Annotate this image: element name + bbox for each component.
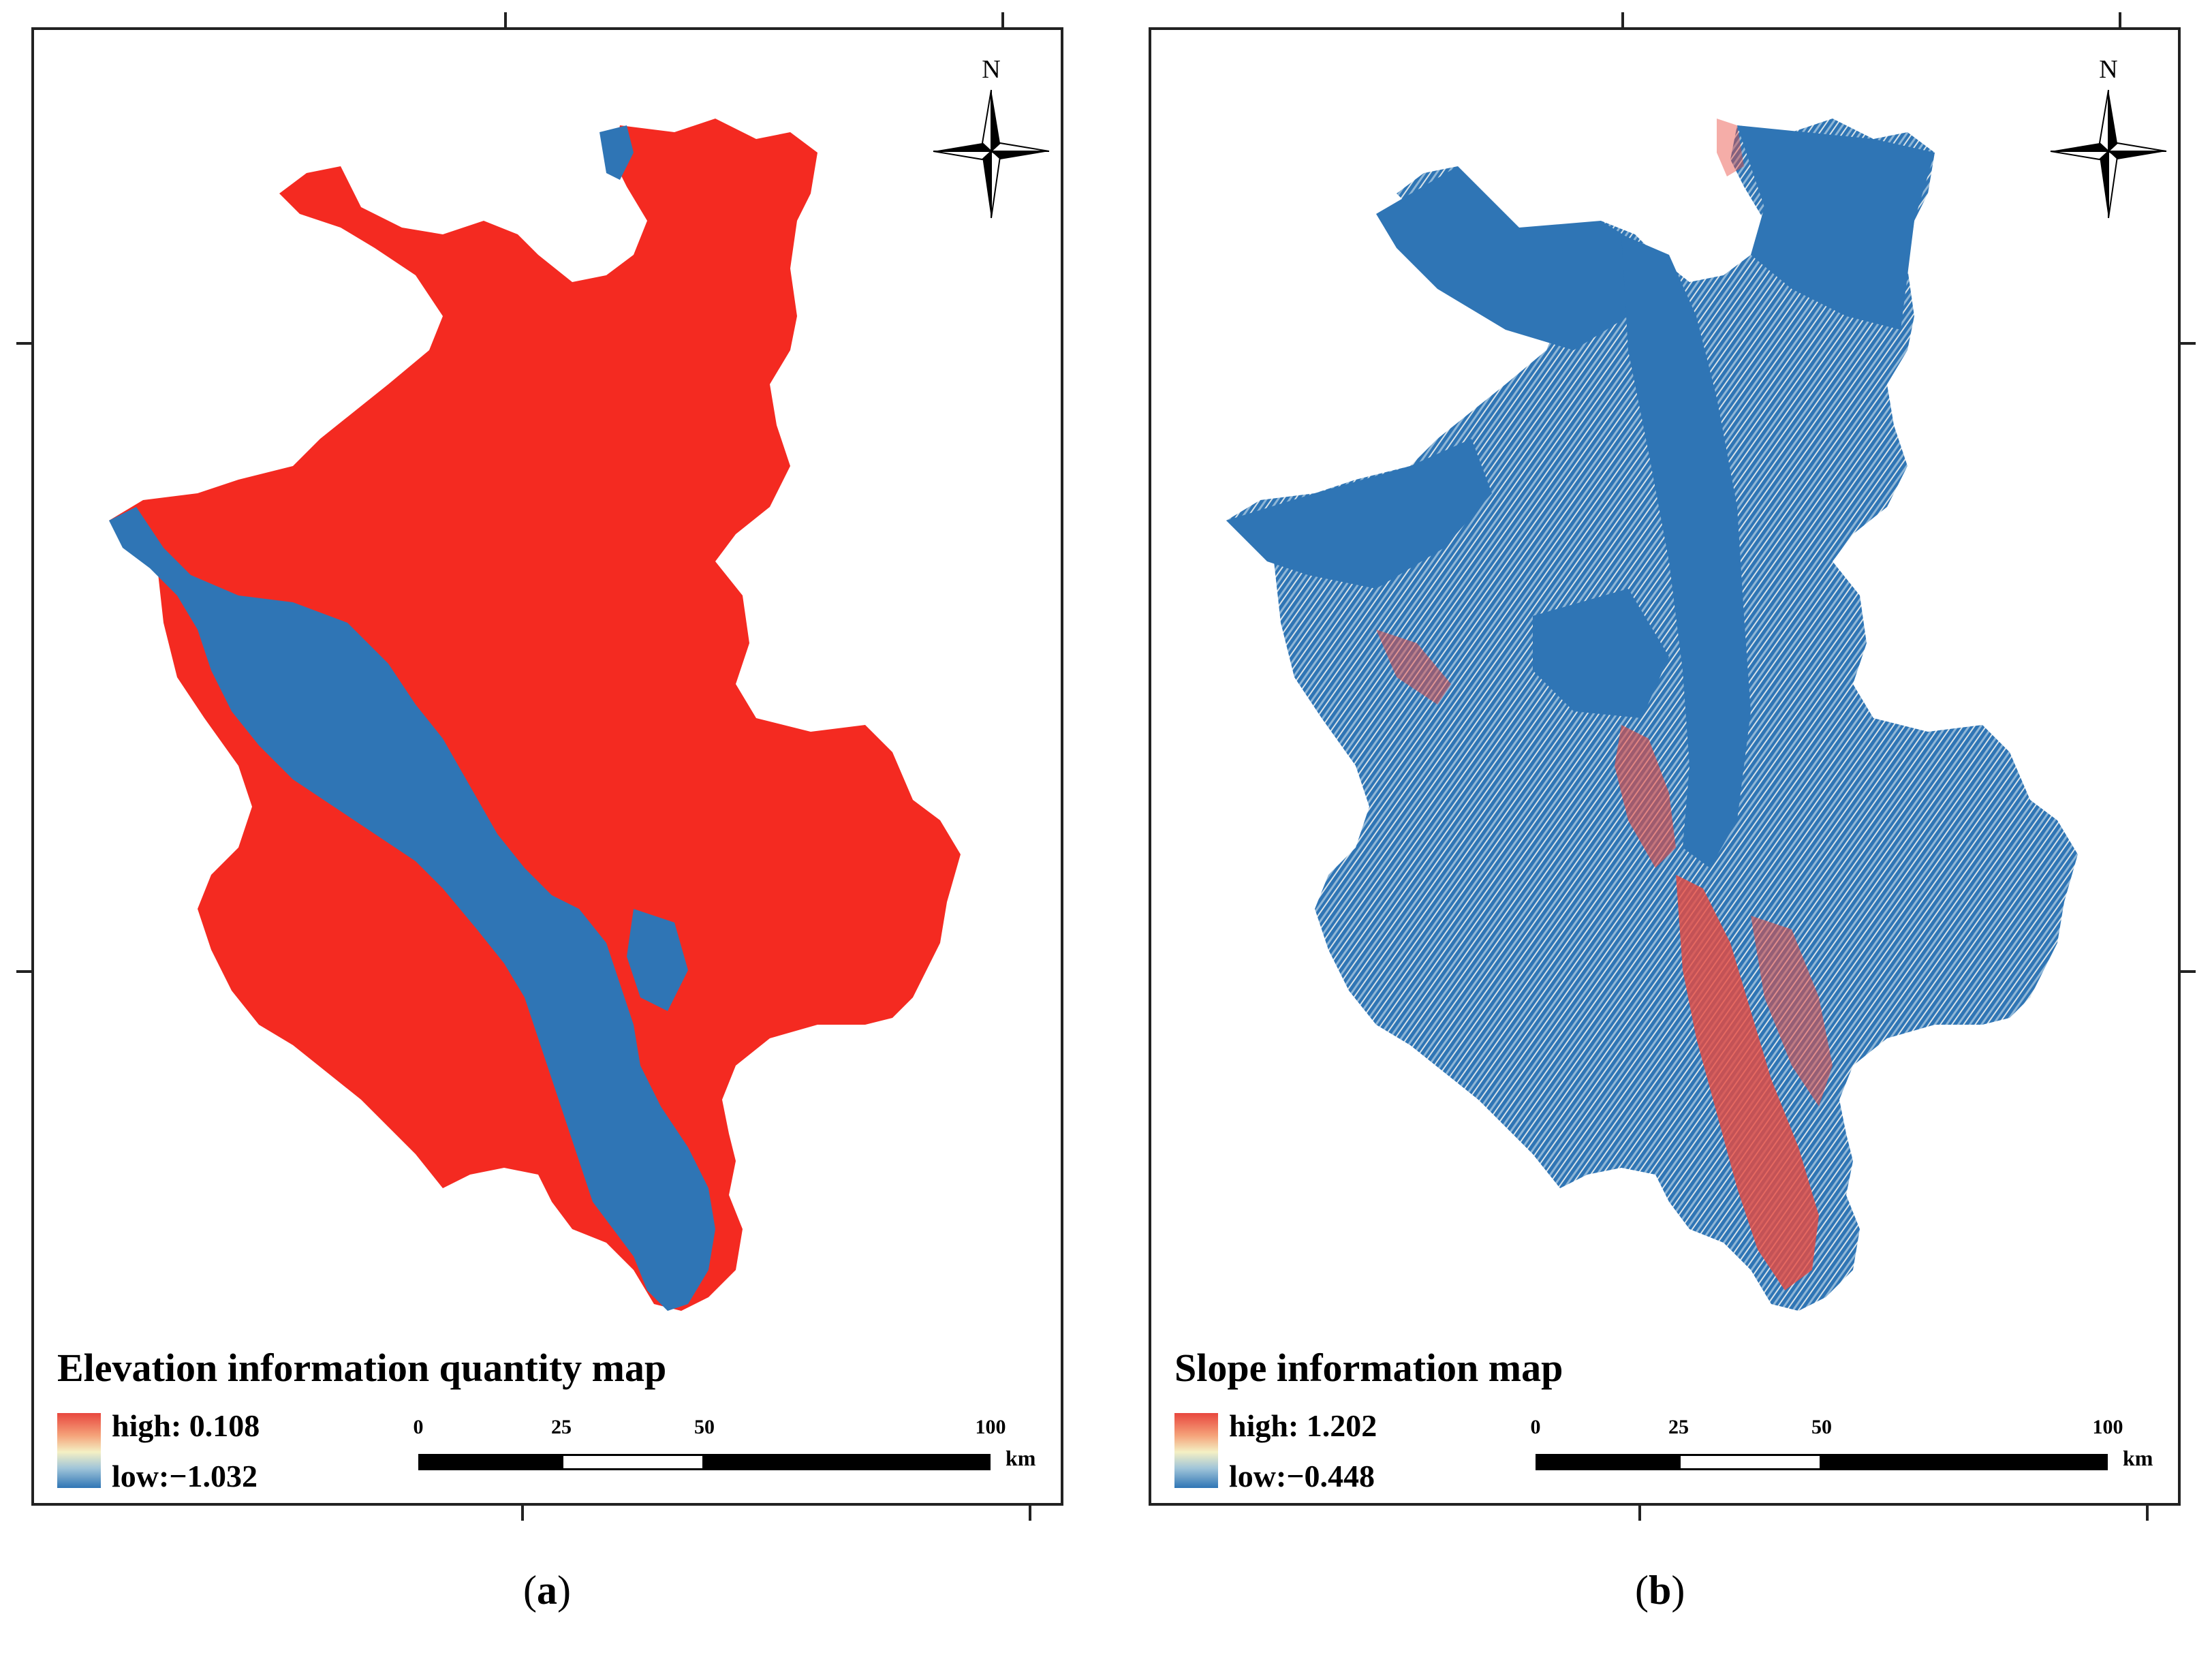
legend-high-label: high: 1.202 [1229, 1408, 1377, 1443]
scale-bar: 0 25 50 100 km [1531, 1416, 2153, 1470]
scale-bar-segment [704, 1454, 991, 1470]
high-slope-ridge-main [1676, 875, 1819, 1290]
high-slope-patch-north [1717, 119, 1744, 176]
north-arrow: N [926, 55, 1056, 225]
frame-tick [1029, 1503, 1031, 1521]
legend-color-ramp [1174, 1413, 1218, 1488]
map-panel-a: N Elevation information quantity map hig… [16, 12, 1063, 1521]
high-slope-ridge-mid [1615, 725, 1676, 868]
north-arrow: N [2044, 55, 2173, 225]
high-slope-ridge-east [1751, 916, 1833, 1106]
panel-caption-b: (b) [1635, 1567, 1685, 1614]
scale-tick-label: 0 [413, 1416, 424, 1438]
scale-tick-label: 0 [1530, 1416, 1541, 1438]
region-high-area [109, 119, 961, 1311]
valley-channel [1621, 234, 1751, 868]
north-label: N [982, 55, 1001, 84]
frame-tick [2146, 1503, 2149, 1521]
flat-plain-west [1226, 439, 1492, 589]
frame-tick [2178, 970, 2196, 973]
region-low-valley [109, 507, 715, 1311]
map-title: Slope information map [1174, 1346, 1563, 1390]
flat-plain-north [1376, 166, 1655, 350]
frame-tick [521, 1503, 524, 1521]
elevation-raster-map [109, 119, 961, 1311]
caption-letter: a [536, 1568, 557, 1613]
region-outline [1226, 119, 2078, 1311]
frame-tick [1621, 12, 1624, 30]
scale-unit: km [1006, 1446, 1036, 1470]
legend-low-label: low:−0.448 [1229, 1459, 1375, 1493]
caption-paren-close: ) [557, 1568, 571, 1613]
flat-plain-northeast [1737, 125, 1935, 330]
scale-bar-segment [1536, 1454, 1679, 1470]
scale-bar-segment [1822, 1454, 2108, 1470]
scale-bar-segment [1679, 1454, 1822, 1470]
map-panel-b: N Slope information map high: 1.202 low:… [1149, 12, 2196, 1521]
region-low-lake-north [599, 125, 634, 180]
legend-high-label: high: 0.108 [112, 1408, 260, 1443]
frame-tick [16, 970, 34, 973]
map-title: Elevation information quantity map [57, 1346, 667, 1390]
frame-tick [1638, 1503, 1641, 1521]
region-low-east-patch [627, 909, 688, 1011]
scale-bar-segment [561, 1454, 704, 1470]
scale-tick-label: 25 [551, 1416, 572, 1438]
frame-tick [16, 342, 34, 345]
scale-tick-label: 100 [2092, 1416, 2123, 1438]
frame-tick [1001, 12, 1004, 30]
scale-tick-label: 50 [1811, 1416, 1832, 1438]
frame-tick [504, 12, 507, 30]
scale-tick-label: 25 [1668, 1416, 1689, 1438]
compass-rose-icon [933, 89, 1050, 219]
flat-plain-central [1533, 589, 1669, 718]
scale-unit: km [2123, 1446, 2153, 1470]
frame-tick [2119, 12, 2121, 30]
caption-letter: b [1648, 1568, 1672, 1613]
north-label: N [2099, 55, 2118, 84]
scale-bar-segment [418, 1454, 561, 1470]
compass-rose-icon [2050, 89, 2167, 219]
caption-paren-open: ( [1635, 1568, 1649, 1613]
frame-tick [2178, 342, 2196, 345]
legend-low-label: low:−1.032 [112, 1459, 258, 1493]
high-slope-ridge-west [1376, 630, 1451, 704]
scale-bar: 0 25 50 100 km [414, 1416, 1035, 1470]
slope-raster-map [1226, 119, 2078, 1311]
legend-color-ramp [57, 1413, 101, 1488]
caption-paren-open: ( [523, 1568, 537, 1613]
panel-caption-a: (a) [523, 1567, 571, 1614]
caption-paren-close: ) [1671, 1568, 1685, 1613]
scale-tick-label: 50 [694, 1416, 715, 1438]
scale-tick-label: 100 [975, 1416, 1006, 1438]
